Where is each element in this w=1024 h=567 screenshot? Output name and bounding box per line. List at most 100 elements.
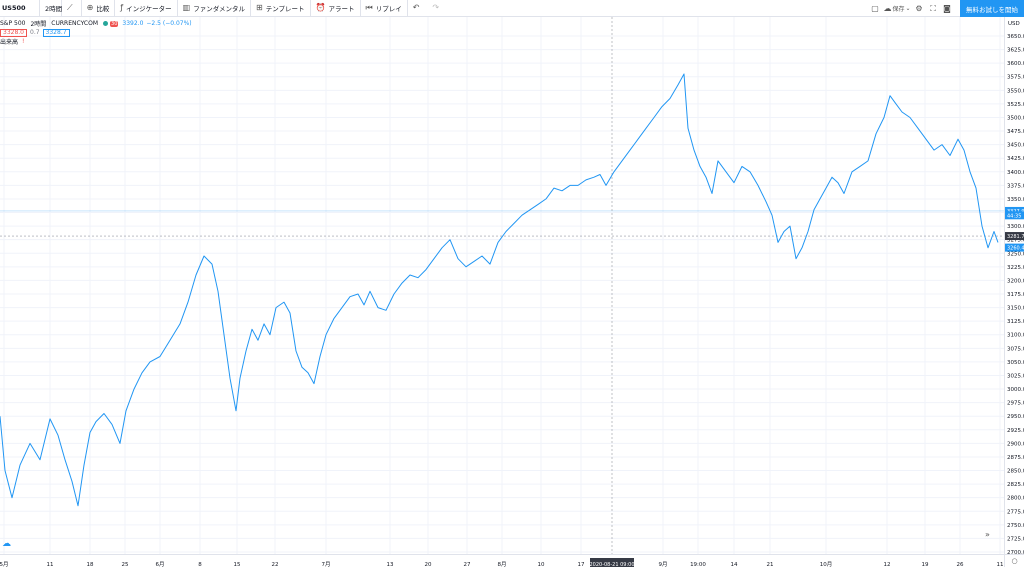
- alert-button[interactable]: ⏰ アラート: [311, 0, 361, 17]
- price-tick-label: 3575.0: [1007, 75, 1024, 81]
- replay-button[interactable]: ⏮ リプレイ: [361, 0, 408, 17]
- interval-button[interactable]: 2時間: [40, 0, 62, 17]
- price-tick-label: 2850.0: [1007, 469, 1024, 475]
- price-tick-label: 3300.0: [1007, 224, 1024, 230]
- price-tick-label: 3025.0: [1007, 373, 1024, 379]
- price-tick-label: 2900.0: [1007, 441, 1024, 447]
- scroll-to-realtime-icon[interactable]: »: [985, 530, 990, 539]
- buy-button[interactable]: 3328.7: [42, 28, 70, 37]
- countdown-label: 44:35: [1007, 213, 1021, 219]
- legend-main-row: S&P 500 2時間 CURRENCYCOM 30 3392.0 −2.5 (…: [0, 19, 192, 28]
- price-tick-label: 3425.0: [1007, 156, 1024, 162]
- countdown-label-bg: [1005, 211, 1024, 220]
- chart-legend: S&P 500 2時間 CURRENCYCOM 30 3392.0 −2.5 (…: [0, 19, 192, 46]
- price-tick-label: 2800.0: [1007, 496, 1024, 502]
- time-tick-label: 17: [578, 562, 585, 567]
- redo-button[interactable]: ↷: [427, 0, 447, 17]
- price-tick-label: 2975.0: [1007, 401, 1024, 407]
- crosshair-time-label-bg: [590, 558, 634, 567]
- price-tick-label: 2725.0: [1007, 536, 1024, 542]
- time-tick-label: 7月: [322, 561, 331, 567]
- price-tick-label: 3275.0: [1007, 238, 1024, 244]
- time-tick-label: 13: [387, 562, 394, 567]
- price-tick-label: 2700.0: [1007, 550, 1024, 554]
- settings-button[interactable]: ⚙: [912, 0, 926, 17]
- start-trial-button[interactable]: 無料お試しを開始: [960, 0, 1024, 17]
- market-status-icon[interactable]: [103, 21, 109, 26]
- warning-icon[interactable]: !: [22, 38, 25, 45]
- time-tick-label: 27: [464, 562, 471, 567]
- spread-value: 0.7: [30, 29, 40, 36]
- price-tick-label: 2950.0: [1007, 414, 1024, 420]
- price-tick-label: 2750.0: [1007, 523, 1024, 529]
- time-tick-label: 21: [767, 562, 774, 567]
- crosshair-time-label: 2020-08-21 09:00: [589, 562, 634, 567]
- fullscreen-button[interactable]: ⛶: [926, 0, 940, 17]
- replay-icon: ⏮: [365, 3, 373, 12]
- price-tick-label: 3200.0: [1007, 278, 1024, 284]
- low-price-label: 3260.4: [1007, 246, 1024, 252]
- series-line: [0, 73, 999, 507]
- time-tick-label: 19: [922, 562, 929, 567]
- chart-area[interactable]: [0, 17, 1004, 554]
- legend-volume-row: 出来高 !: [0, 37, 192, 46]
- price-tick-label: 3125.0: [1007, 319, 1024, 325]
- top-toolbar: US500 2時間 ⟋ ⊕ 比較 ƒ インジケーター ▥ ファンダメンタル ⊞ …: [0, 0, 1024, 17]
- time-tick-label: 22: [272, 562, 279, 567]
- symbol-search-button[interactable]: US500: [0, 0, 40, 17]
- chart-style-button[interactable]: ⟋: [62, 0, 82, 17]
- fundamentals-button[interactable]: ▥ ファンダメンタル: [178, 0, 252, 17]
- time-tick-label: 8月: [498, 561, 507, 567]
- crosshair-price-label: 3281.7: [1007, 234, 1024, 240]
- price-tick-label: 3075.0: [1007, 346, 1024, 352]
- price-tick-label: 3600.0: [1007, 61, 1024, 67]
- legend-interval: 2時間: [30, 21, 47, 28]
- snapshot-button[interactable]: ◙: [940, 0, 954, 17]
- time-tick-label: 9月: [659, 561, 668, 567]
- time-axis[interactable]: 5月 11 18 25 6月 8 15 22 7月 13 20 27 8月 10 17 9月 19:00 14 21…: [0, 554, 1004, 567]
- time-tick-label: 15: [234, 562, 241, 567]
- legend-source: CURRENCYCOM: [51, 20, 99, 27]
- alert-label: アラート: [328, 5, 355, 13]
- legend-title[interactable]: S&P 500: [0, 20, 26, 27]
- last-price-label-bg: [1005, 206, 1024, 215]
- templates-button[interactable]: ⊞ テンプレート: [251, 0, 311, 17]
- time-tick-label: 14: [731, 562, 738, 567]
- delay-badge[interactable]: 30: [110, 20, 119, 27]
- price-axis[interactable]: USD 3650.0 3625.0 3600.0 3575.0 3550.0 3525.0…: [1004, 17, 1024, 556]
- price-tick-label: 3350.0: [1007, 197, 1024, 203]
- sell-button[interactable]: 3328.0: [0, 28, 27, 37]
- line-chart-icon: ⟋: [67, 3, 73, 12]
- templates-label: テンプレート: [265, 5, 305, 13]
- time-tick-label: 19:00: [690, 562, 706, 567]
- time-tick-label: 11: [47, 562, 54, 567]
- redo-icon: ↷: [432, 3, 440, 12]
- legend-trade-row: 3328.0 0.7 3328.7: [0, 28, 192, 37]
- indicators-button[interactable]: ƒ インジケーター: [115, 0, 178, 17]
- price-tick-label: 3100.0: [1007, 333, 1024, 339]
- time-axis-svg: 5月 11 18 25 6月 8 15 22 7月 13 20 27 8月 10 17 9月 19:00 14 21…: [0, 558, 1004, 567]
- low-price-label-bg: [1005, 243, 1024, 252]
- settings-circle-icon: ○: [1011, 557, 1018, 565]
- fullscreen-icon: ⛶: [930, 3, 936, 13]
- price-chart[interactable]: [0, 17, 1004, 554]
- price-axis-svg: USD 3650.0 3625.0 3600.0 3575.0 3550.0 3525.0…: [1005, 21, 1024, 556]
- legend-change: −2.5 (−0.07%): [146, 20, 192, 27]
- volume-label[interactable]: 出来高: [0, 39, 19, 46]
- compare-button[interactable]: ⊕ 比較: [82, 0, 116, 17]
- price-tick-label: 3225.0: [1007, 265, 1024, 271]
- price-tick-label: 3400.0: [1007, 170, 1024, 176]
- time-tick-label: 6月: [156, 561, 165, 567]
- time-tick-label: 20: [425, 562, 432, 567]
- layout-button[interactable]: ▢: [868, 0, 882, 17]
- currency-label[interactable]: USD: [1008, 21, 1020, 27]
- price-tick-label: 3525.0: [1007, 102, 1024, 108]
- price-tick-label: 3175.0: [1007, 292, 1024, 298]
- undo-button[interactable]: ↶: [408, 0, 428, 17]
- cloud-icon[interactable]: ☁: [2, 539, 11, 549]
- auto-scale-button[interactable]: ○: [1004, 554, 1024, 567]
- save-button[interactable]: ☁ 保存 ⌄: [882, 0, 912, 17]
- time-tick-label: 5月: [0, 561, 9, 567]
- time-tick-label: 25: [122, 562, 129, 567]
- toolbar-right-group: ▢ ☁ 保存 ⌄ ⚙ ⛶ ◙ 無料お試しを開始: [868, 0, 1024, 17]
